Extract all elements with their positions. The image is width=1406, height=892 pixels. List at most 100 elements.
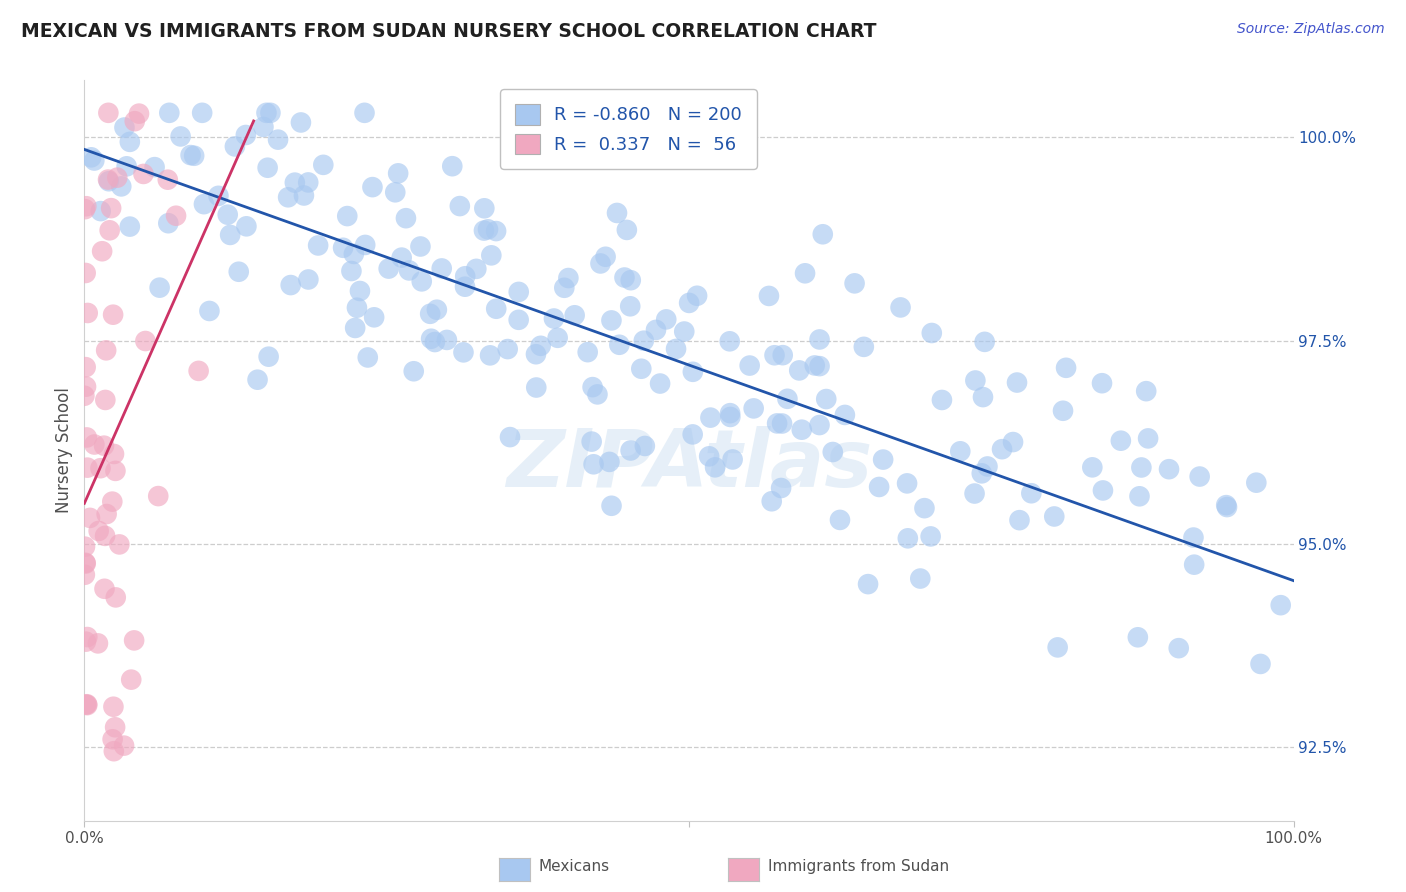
- Point: [118, 135, 141, 149]
- Point: [449, 199, 471, 213]
- Point: [1250, 657, 1272, 671]
- Point: [524, 380, 547, 394]
- Point: [75, 266, 97, 280]
- Point: [1054, 360, 1077, 375]
- Text: MEXICAN VS IMMIGRANTS FROM SUDAN NURSERY SCHOOL CORRELATION CHART: MEXICAN VS IMMIGRANTS FROM SUDAN NURSERY…: [21, 22, 876, 41]
- Point: [157, 105, 180, 120]
- Point: [852, 340, 875, 354]
- Point: [148, 489, 170, 503]
- Point: [191, 105, 214, 120]
- Text: ZIPAtlas: ZIPAtlas: [506, 426, 872, 504]
- Point: [931, 392, 953, 407]
- Point: [790, 423, 813, 437]
- Point: [277, 190, 299, 204]
- Point: [96, 343, 118, 358]
- Point: [343, 247, 366, 261]
- Point: [97, 105, 120, 120]
- Point: [73, 567, 96, 582]
- Point: [165, 209, 187, 223]
- Point: [1188, 469, 1211, 483]
- Point: [1135, 384, 1157, 399]
- Point: [228, 265, 250, 279]
- Point: [101, 494, 124, 508]
- Point: [678, 296, 700, 310]
- Point: [346, 301, 368, 315]
- Point: [766, 417, 789, 431]
- Point: [391, 251, 413, 265]
- Point: [454, 279, 477, 293]
- Point: [896, 476, 918, 491]
- Point: [97, 172, 120, 186]
- Point: [73, 540, 96, 554]
- Point: [426, 302, 449, 317]
- Point: [235, 128, 257, 142]
- Point: [808, 333, 831, 347]
- Point: [93, 582, 115, 596]
- Point: [353, 105, 375, 120]
- Point: [89, 461, 111, 475]
- Point: [496, 342, 519, 356]
- Point: [738, 359, 761, 373]
- Point: [897, 531, 920, 545]
- Point: [103, 447, 125, 461]
- Point: [600, 499, 623, 513]
- Point: [256, 161, 278, 175]
- Point: [633, 334, 655, 348]
- Point: [821, 445, 844, 459]
- Point: [93, 439, 115, 453]
- Point: [344, 321, 367, 335]
- Point: [409, 239, 432, 253]
- Point: [97, 174, 120, 188]
- Point: [763, 348, 786, 362]
- Point: [73, 389, 96, 403]
- Point: [872, 452, 894, 467]
- Point: [634, 439, 657, 453]
- Point: [207, 189, 229, 203]
- Point: [1137, 431, 1160, 445]
- Point: [1046, 640, 1069, 655]
- Point: [686, 289, 709, 303]
- Point: [183, 149, 205, 163]
- Point: [75, 360, 97, 375]
- Point: [349, 284, 371, 298]
- Legend: R = -0.860   N = 200, R =  0.337   N =  56: R = -0.860 N = 200, R = 0.337 N = 56: [501, 89, 756, 169]
- Point: [76, 630, 98, 644]
- Point: [776, 392, 799, 406]
- Point: [970, 467, 993, 481]
- Point: [124, 114, 146, 128]
- Point: [1005, 376, 1028, 390]
- Point: [132, 167, 155, 181]
- Point: [1052, 403, 1074, 417]
- Point: [616, 223, 638, 237]
- Point: [76, 430, 98, 444]
- Text: Immigrants from Sudan: Immigrants from Sudan: [768, 859, 949, 873]
- Point: [758, 289, 780, 303]
- Point: [991, 442, 1014, 457]
- Point: [219, 227, 242, 242]
- Point: [257, 350, 280, 364]
- Point: [423, 334, 446, 349]
- Point: [87, 636, 110, 650]
- Point: [96, 507, 118, 521]
- Point: [811, 227, 834, 242]
- Point: [963, 486, 986, 500]
- Point: [454, 269, 477, 284]
- Point: [419, 307, 441, 321]
- Point: [75, 634, 97, 648]
- Point: [1008, 513, 1031, 527]
- Point: [75, 557, 97, 571]
- Point: [761, 494, 783, 508]
- Point: [557, 271, 579, 285]
- Point: [118, 219, 141, 234]
- Point: [890, 301, 912, 315]
- Point: [665, 342, 688, 356]
- Point: [472, 223, 495, 237]
- Point: [465, 261, 488, 276]
- Point: [718, 409, 741, 424]
- Point: [122, 633, 145, 648]
- Point: [914, 501, 936, 516]
- Point: [718, 334, 741, 349]
- Point: [91, 244, 114, 259]
- Point: [1091, 376, 1114, 391]
- Point: [910, 572, 932, 586]
